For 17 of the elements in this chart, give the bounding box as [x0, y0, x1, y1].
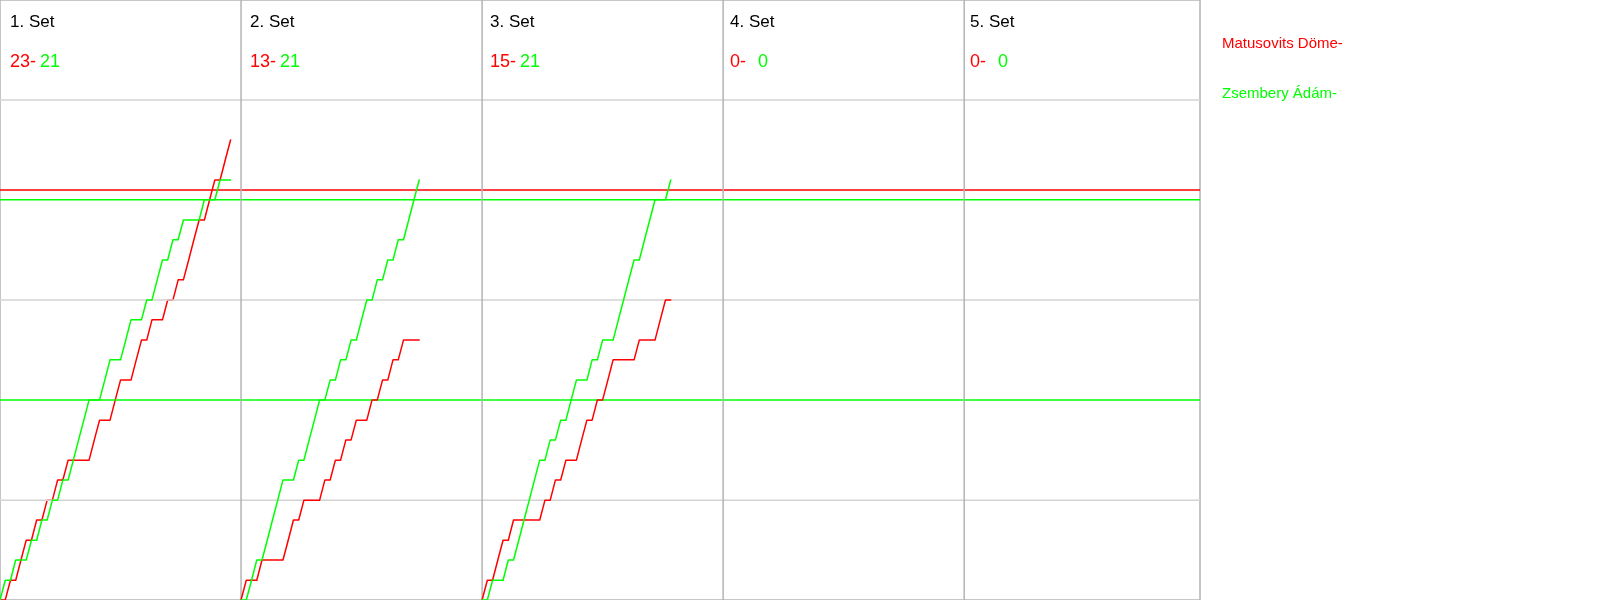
text: 13- [250, 51, 277, 71]
text: 0- [730, 51, 747, 71]
text: 1. Set [10, 12, 55, 31]
text: 3. Set [490, 12, 535, 31]
text: 0- [970, 51, 987, 71]
text: 21 [40, 51, 61, 71]
text: 0 [758, 51, 769, 71]
text: 21 [520, 51, 541, 71]
text: 0 [998, 51, 1009, 71]
text: Matusovits Döme- [1222, 34, 1343, 51]
text: 15- [490, 51, 517, 71]
text: 4. Set [730, 12, 775, 31]
text: Zsembery Ádám- [1222, 84, 1338, 101]
text: 2. Set [250, 12, 295, 31]
text: 23- [10, 51, 37, 71]
text: 21 [280, 51, 301, 71]
text: 5. Set [970, 12, 1015, 31]
